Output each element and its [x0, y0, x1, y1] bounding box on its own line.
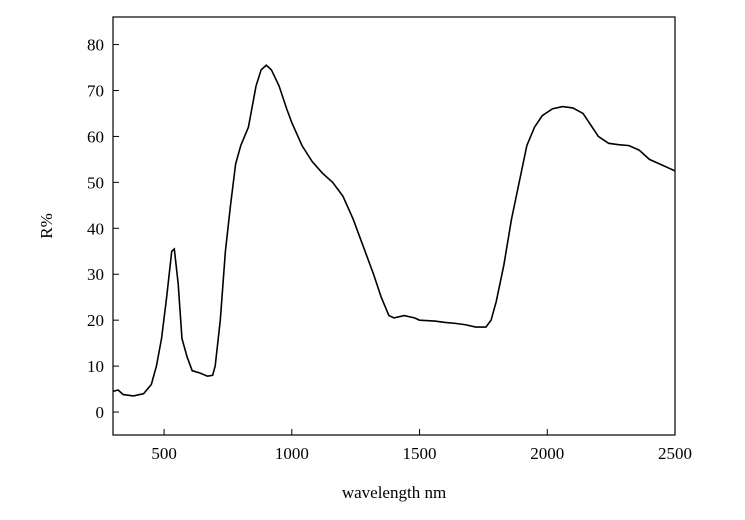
y-tick-label: 80	[87, 36, 104, 55]
x-tick-label: 1000	[275, 444, 309, 463]
y-tick-label: 50	[87, 173, 104, 192]
y-tick-label: 60	[87, 127, 104, 146]
y-tick-label: 10	[87, 357, 104, 376]
y-tick-label: 70	[87, 81, 104, 100]
x-axis-label: wavelength nm	[342, 483, 446, 502]
plot-frame	[112, 16, 676, 436]
x-tick-label: 2500	[658, 444, 692, 463]
x-tick-label: 500	[151, 444, 177, 463]
x-tick-label: 1500	[403, 444, 437, 463]
y-tick-label: 20	[87, 311, 104, 330]
y-tick-label: 40	[87, 219, 104, 238]
y-tick-label: 30	[87, 265, 104, 284]
data-line	[112, 64, 676, 397]
y-tick-label: 0	[96, 403, 105, 422]
x-tick-label: 2000	[530, 444, 564, 463]
y-axis-label: R%	[37, 213, 56, 239]
